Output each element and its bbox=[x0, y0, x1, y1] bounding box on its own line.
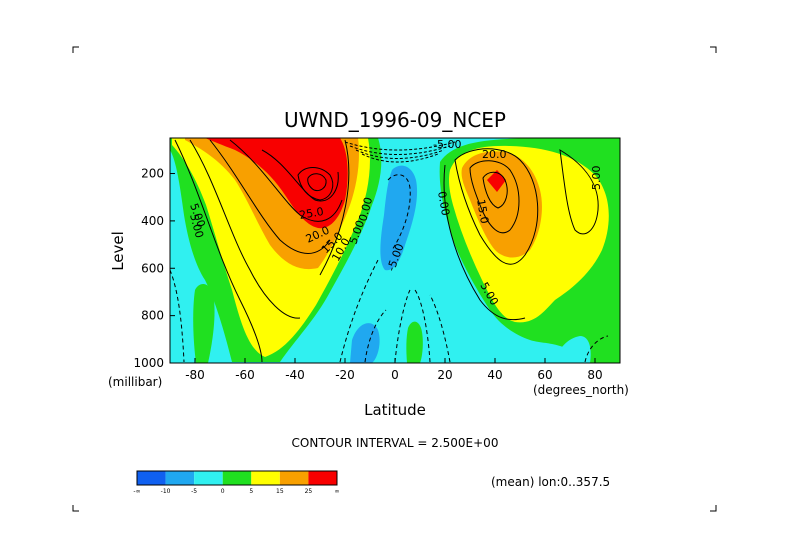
contour-label: 15.0 bbox=[474, 198, 491, 224]
x-tick-label: -20 bbox=[335, 368, 355, 382]
x-tick-label: 20 bbox=[437, 368, 452, 382]
colorbar-swatch bbox=[137, 471, 166, 485]
y-tick-label: 200 bbox=[141, 167, 164, 181]
tropical-easterly-core bbox=[380, 165, 418, 271]
contour-label: 0.00 bbox=[435, 190, 452, 216]
x-tick-label: -80 bbox=[185, 368, 205, 382]
x-axis-units: (degrees_north) bbox=[533, 383, 629, 397]
colorbar-swatch bbox=[165, 471, 195, 485]
corner-marks bbox=[72, 46, 717, 512]
colorbar-frame bbox=[136, 470, 338, 486]
contour-field: 5.00 5.00 0.00 25.0 20.0 15.0 10.0 5.00 … bbox=[157, 138, 620, 363]
colorbar-swatch bbox=[251, 471, 280, 485]
y-tick-label: 1000 bbox=[133, 356, 164, 370]
equatorial-westerly-cell bbox=[406, 321, 423, 363]
y-tick-label: 600 bbox=[141, 261, 164, 275]
contour-interval: CONTOUR INTERVAL = 2.500E+00 bbox=[292, 436, 499, 450]
x-tick-label: -40 bbox=[285, 368, 305, 382]
contour-label: 5.00 bbox=[590, 166, 603, 191]
colorbar-label: ∞ bbox=[335, 488, 340, 495]
y-axis-label: Level bbox=[109, 231, 127, 271]
x-tick-label: 60 bbox=[537, 368, 552, 382]
x-tick-label: 80 bbox=[587, 368, 602, 382]
longitude-mean-note: (mean) lon:0..357.5 bbox=[491, 475, 610, 489]
colorbar: -∞ -10 -5 0 5 15 25 ∞ bbox=[133, 470, 340, 495]
sh-band-25-plus bbox=[205, 138, 348, 229]
contour-label: 0.00 bbox=[157, 232, 172, 258]
contour-label: 25.0 bbox=[298, 205, 324, 222]
colorbar-label: 0 bbox=[221, 488, 225, 495]
colorbar-label: -10 bbox=[161, 488, 171, 495]
colorbar-label: 5 bbox=[249, 488, 253, 495]
easterly-contours bbox=[170, 174, 609, 363]
colorbar-swatch bbox=[194, 471, 223, 485]
colorbar-label: 15 bbox=[276, 488, 284, 495]
colorbar-label: -∞ bbox=[133, 488, 140, 495]
y-axis: 200 400 600 800 1000 bbox=[133, 167, 175, 370]
stratosphere-easterlies bbox=[344, 141, 456, 163]
y-axis-units: (millibar) bbox=[108, 375, 162, 389]
contour-label: 0.00 bbox=[356, 196, 375, 223]
colorbar-swatch bbox=[308, 471, 337, 485]
colorbar-label: 25 bbox=[305, 488, 313, 495]
x-tick-label: -60 bbox=[235, 368, 255, 382]
x-axis-label: Latitude bbox=[364, 401, 426, 419]
contour-label: 5.00 bbox=[187, 212, 206, 239]
chart-title: UWND_1996-09_NCEP bbox=[284, 108, 506, 132]
x-axis: -80 -60 -40 -20 0 20 40 60 80 bbox=[185, 358, 603, 382]
y-tick-label: 800 bbox=[141, 309, 164, 323]
y-tick-label: 400 bbox=[141, 214, 164, 228]
westerly-contours bbox=[174, 139, 599, 363]
x-tick-label: 0 bbox=[391, 368, 399, 382]
colorbar-swatch bbox=[279, 471, 309, 485]
x-tick-label: 40 bbox=[487, 368, 502, 382]
colorbar-swatch bbox=[222, 471, 252, 485]
contour-label: -5.00 bbox=[433, 138, 461, 151]
nh-band-15-25 bbox=[461, 151, 542, 258]
nh-polar-cell bbox=[555, 336, 591, 363]
colorbar-label: -5 bbox=[191, 488, 197, 495]
sh-polar-cell bbox=[193, 284, 215, 363]
contour-label: 20.0 bbox=[482, 148, 507, 161]
